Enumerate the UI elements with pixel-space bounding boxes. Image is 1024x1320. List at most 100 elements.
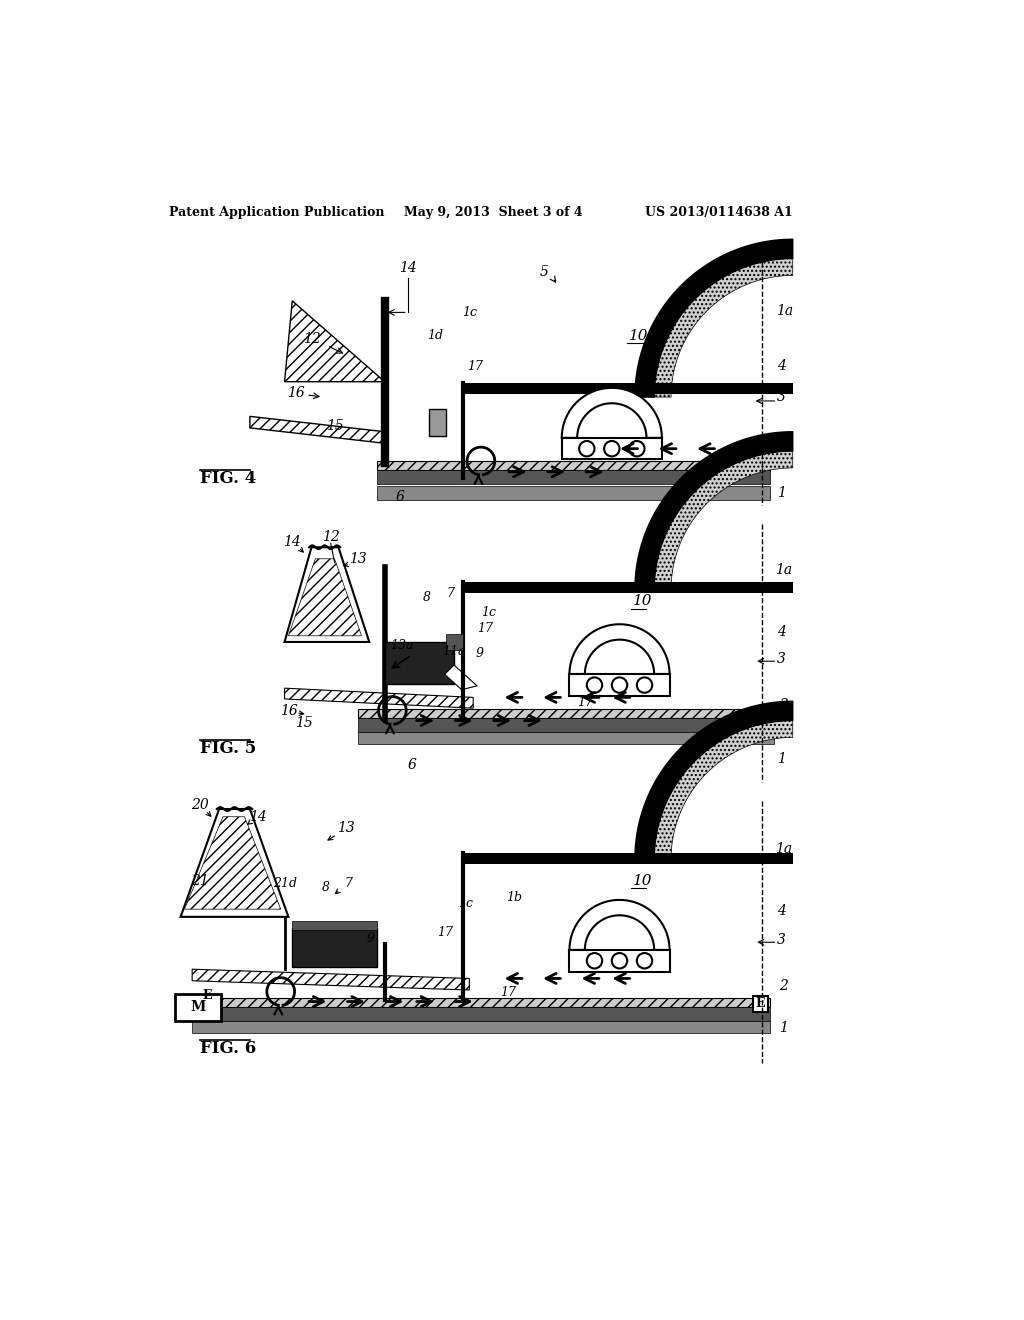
- Bar: [429, 409, 446, 436]
- Text: 14: 14: [399, 261, 417, 275]
- Circle shape: [611, 677, 628, 693]
- Text: 1b: 1b: [506, 891, 522, 904]
- Text: 21: 21: [191, 874, 209, 887]
- Text: 15: 15: [295, 715, 312, 730]
- Text: E: E: [203, 989, 212, 1002]
- Bar: [753, 997, 768, 1011]
- Text: 7: 7: [344, 878, 352, 890]
- Text: 6: 6: [395, 490, 404, 504]
- Circle shape: [580, 441, 595, 457]
- Circle shape: [629, 441, 644, 457]
- Circle shape: [611, 953, 628, 969]
- Bar: [446, 635, 463, 649]
- Text: FIG. 4: FIG. 4: [200, 470, 256, 487]
- Text: 12: 12: [303, 333, 321, 346]
- Polygon shape: [180, 809, 289, 917]
- Polygon shape: [250, 416, 385, 444]
- Circle shape: [587, 953, 602, 969]
- Text: FIG. 5: FIG. 5: [200, 739, 256, 756]
- Text: 10: 10: [633, 874, 652, 887]
- Text: 17: 17: [477, 622, 493, 635]
- Circle shape: [604, 441, 620, 457]
- Text: Patent Application Publication: Patent Application Publication: [169, 206, 385, 219]
- Text: 17: 17: [468, 360, 483, 372]
- Text: 7: 7: [446, 587, 454, 601]
- Polygon shape: [285, 548, 370, 642]
- Polygon shape: [289, 558, 361, 636]
- Text: 21d: 21d: [272, 878, 297, 890]
- Text: 17: 17: [436, 925, 453, 939]
- Polygon shape: [444, 665, 477, 689]
- Bar: [463, 383, 793, 395]
- Text: 17: 17: [577, 696, 593, 709]
- Text: M: M: [190, 1001, 206, 1014]
- Text: 13a: 13a: [390, 639, 414, 652]
- Text: US 2013/0114638 A1: US 2013/0114638 A1: [645, 206, 793, 219]
- Text: 1a: 1a: [775, 842, 793, 857]
- Text: 6: 6: [408, 758, 416, 772]
- Polygon shape: [654, 451, 793, 590]
- Text: 13: 13: [337, 821, 355, 836]
- Text: FIG. 6: FIG. 6: [200, 1040, 256, 1057]
- Bar: [377, 470, 770, 484]
- Text: 15: 15: [326, 420, 343, 433]
- Text: 20: 20: [191, 799, 209, 812]
- Text: 4: 4: [777, 359, 785, 374]
- Text: 16: 16: [280, 705, 297, 718]
- Text: 3: 3: [777, 652, 785, 665]
- Bar: [377, 486, 770, 499]
- Text: 4: 4: [777, 624, 785, 639]
- Text: 12: 12: [322, 531, 340, 544]
- Bar: [463, 853, 793, 863]
- Polygon shape: [562, 388, 662, 438]
- Text: 8: 8: [423, 591, 431, 603]
- Bar: [292, 928, 377, 966]
- Polygon shape: [184, 817, 281, 909]
- Bar: [357, 709, 773, 718]
- Text: 9: 9: [367, 932, 375, 945]
- Polygon shape: [285, 688, 473, 708]
- Polygon shape: [569, 900, 670, 950]
- Polygon shape: [635, 701, 793, 859]
- Text: 1a: 1a: [775, 564, 793, 577]
- Text: 3: 3: [777, 391, 785, 404]
- Polygon shape: [635, 432, 793, 590]
- Bar: [357, 718, 773, 733]
- Text: May 9, 2013  Sheet 3 of 4: May 9, 2013 Sheet 3 of 4: [403, 206, 583, 219]
- Circle shape: [637, 677, 652, 693]
- Bar: [292, 921, 377, 929]
- Bar: [569, 675, 670, 696]
- Text: 1: 1: [777, 752, 785, 766]
- Text: 2: 2: [779, 979, 787, 993]
- Text: 11a: 11a: [442, 644, 466, 657]
- Text: 1c: 1c: [462, 306, 477, 319]
- Text: 14: 14: [284, 535, 301, 549]
- Bar: [377, 461, 770, 470]
- Text: 1: 1: [777, 486, 785, 500]
- Text: 8: 8: [322, 880, 330, 894]
- Text: 17: 17: [500, 986, 516, 999]
- Circle shape: [637, 953, 652, 969]
- Text: 10: 10: [629, 329, 648, 342]
- Text: 1c: 1c: [458, 898, 473, 911]
- Bar: [193, 1020, 770, 1034]
- Polygon shape: [193, 969, 469, 990]
- Bar: [357, 733, 773, 744]
- Text: 9: 9: [475, 647, 483, 660]
- Text: 2: 2: [777, 440, 785, 454]
- Polygon shape: [569, 624, 670, 675]
- Bar: [193, 998, 770, 1007]
- Polygon shape: [285, 301, 385, 381]
- Text: 1a: 1a: [776, 304, 794, 318]
- Text: 1d: 1d: [427, 329, 442, 342]
- Bar: [463, 582, 793, 593]
- Text: 4: 4: [777, 904, 785, 919]
- Bar: [193, 1007, 770, 1020]
- Polygon shape: [654, 259, 793, 397]
- Text: 13: 13: [349, 552, 367, 566]
- Polygon shape: [654, 721, 793, 859]
- Text: 10: 10: [633, 594, 652, 609]
- Text: 14: 14: [249, 809, 266, 824]
- Text: 3: 3: [777, 933, 785, 946]
- Text: E: E: [756, 998, 765, 1010]
